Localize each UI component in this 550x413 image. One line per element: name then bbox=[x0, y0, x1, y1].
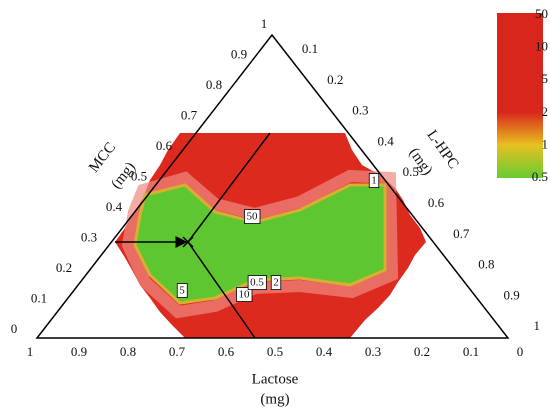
bottom-tick-label: 0.3 bbox=[365, 344, 381, 359]
axis-title: (mg) bbox=[260, 391, 289, 407]
left-tick-label: 0.6 bbox=[156, 138, 173, 153]
colorbar-tick-label: 0.5 bbox=[532, 169, 548, 184]
colorbar-tick-label: 50 bbox=[535, 6, 548, 21]
left-tick-label: 0.8 bbox=[206, 77, 222, 92]
contour-label-box bbox=[270, 275, 282, 290]
contour-label-text: 50 bbox=[247, 211, 259, 223]
contour-label-box bbox=[368, 173, 380, 188]
contour-label-text: 0.5 bbox=[250, 277, 264, 289]
right-tick-label: 0.8 bbox=[478, 257, 494, 272]
bottom-tick-label: 0.7 bbox=[169, 344, 186, 359]
left-tick-label: 0 bbox=[11, 321, 18, 336]
contour-label: 5 bbox=[176, 283, 188, 298]
colorbar-tick-label: 1 bbox=[542, 136, 549, 151]
left-tick-label: 0.9 bbox=[231, 46, 247, 61]
contour-label-text: 10 bbox=[239, 289, 251, 301]
left-tick-label: 0.7 bbox=[181, 107, 198, 122]
left-tick-label: 0.2 bbox=[56, 260, 72, 275]
contour-label-box bbox=[244, 209, 261, 224]
contour-label-box bbox=[247, 275, 267, 290]
right-tick-label: 1 bbox=[534, 318, 541, 333]
right-tick-label: 0.1 bbox=[302, 41, 318, 56]
contour-label: 10 bbox=[236, 287, 253, 302]
contour-label: 50 bbox=[244, 209, 261, 224]
contour-label: 1 bbox=[368, 173, 380, 188]
right-tick-label: 0.6 bbox=[428, 195, 445, 210]
right-tick-label: 0.4 bbox=[377, 133, 394, 148]
target-point bbox=[182, 236, 194, 248]
contour-label: 2 bbox=[270, 275, 282, 290]
right-tick-label: 0.2 bbox=[327, 72, 343, 87]
bottom-tick-label: 0.1 bbox=[463, 344, 479, 359]
bottom-tick-label: 0.9 bbox=[71, 344, 87, 359]
right-tick-label: 0.3 bbox=[352, 103, 368, 118]
bottom-tick-label: 0.8 bbox=[120, 344, 136, 359]
axis-title: Lactose bbox=[252, 371, 299, 387]
low-region bbox=[133, 183, 387, 305]
colorbar bbox=[497, 13, 543, 178]
contour-label-text: 2 bbox=[273, 277, 279, 289]
left-tick-label: 0.1 bbox=[31, 290, 47, 305]
right-tick-label: 0.9 bbox=[503, 287, 519, 302]
bottom-tick-label: 0.5 bbox=[267, 344, 283, 359]
left-tick-label: 0.3 bbox=[81, 229, 97, 244]
contour-label-text: 1 bbox=[371, 175, 377, 187]
colorbar-tick-label: 2 bbox=[542, 104, 549, 119]
left-tick-label: 1 bbox=[261, 16, 268, 31]
bottom-tick-label: 0.6 bbox=[218, 344, 235, 359]
contour-label-box bbox=[236, 287, 253, 302]
contour-label: 0.5 bbox=[247, 275, 267, 290]
bottom-tick-label: 0.2 bbox=[414, 344, 430, 359]
right-tick-label: 0.5 bbox=[403, 164, 419, 179]
guide-line bbox=[187, 241, 256, 339]
colorbar-tick-label: 10 bbox=[535, 39, 548, 54]
right-tick-label: 0.7 bbox=[453, 226, 470, 241]
bottom-tick-label: 0.4 bbox=[316, 344, 333, 359]
bottom-tick-label: 1 bbox=[27, 344, 34, 359]
left-tick-label: 0.5 bbox=[131, 168, 147, 183]
bottom-tick-label: 0 bbox=[517, 344, 524, 359]
guide-line bbox=[187, 132, 271, 243]
left-tick-label: 0.4 bbox=[106, 199, 123, 214]
axis-title: MCC bbox=[86, 140, 119, 176]
contour-band bbox=[121, 169, 399, 319]
contour-label-box bbox=[176, 283, 188, 298]
contour-label-text: 5 bbox=[179, 285, 185, 297]
colorbar-tick-label: 5 bbox=[542, 71, 549, 86]
ternary-frame bbox=[35, 33, 510, 339]
